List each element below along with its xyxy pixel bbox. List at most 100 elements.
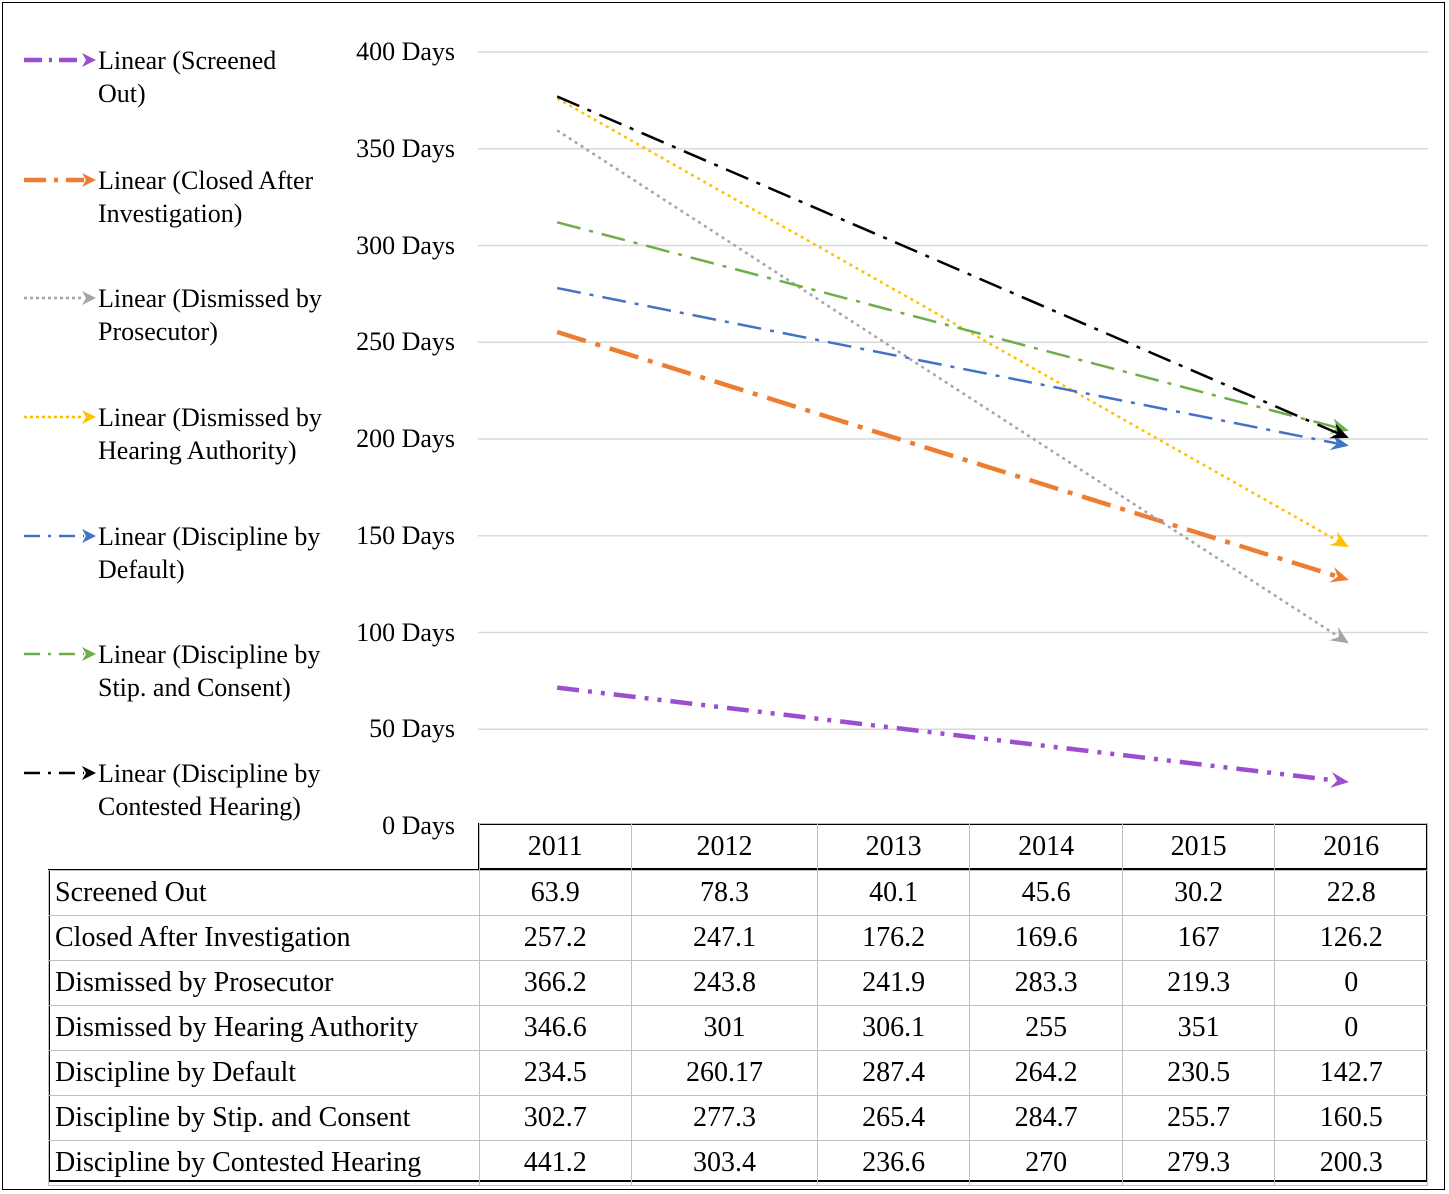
data-cell: 45.6 [969,870,1123,916]
trendline-discipline-by-stip-and-consent [556,221,1338,429]
row-label: Dismissed by Hearing Authority [48,1005,480,1051]
data-cell: 0 [1274,1005,1428,1051]
table-corner [49,824,480,871]
trendline-discipline-by-default [556,286,1338,445]
data-cell: 306.1 [816,1005,971,1051]
legend-label: Linear (Closed After Investigation) [98,166,314,228]
data-cell: 234.5 [478,1050,633,1096]
data-cell: 236.6 [816,1140,971,1186]
arrowhead [1329,531,1349,548]
x-tick-label: 2012 [631,823,818,871]
data-cell: 284.7 [969,1095,1123,1141]
y-tick-label: 150 Days [356,520,455,550]
row-label: Discipline by Default [48,1050,480,1096]
x-tick-label: 2011 [478,823,633,871]
trendline-discipline-by-contested-hearing [556,95,1339,435]
row-label: Closed After Investigation [48,915,480,961]
table-row: Discipline by Default 234.5 260.17 287.4 264… [48,1050,1428,1096]
legend-swatch [24,766,96,780]
legend-swatch [24,291,96,305]
data-cell: 257.2 [478,915,633,961]
data-cell: 301 [631,1005,818,1051]
gridlines [478,51,1428,730]
data-table: 2011 2012 2013 2014 2015 2016 Screened Out 63.9… [48,823,1428,1186]
y-tick-label: 250 Days [356,327,455,357]
y-tick-label: 50 Days [369,714,455,744]
data-cell: 22.8 [1274,870,1428,916]
table-row: Closed After Investigation 257.2 247.1 176.… [48,915,1428,961]
row-label: Discipline by Contested Hearing [48,1140,480,1186]
data-cell: 303.4 [631,1140,818,1186]
data-cell: 279.3 [1121,1140,1276,1186]
data-cell: 346.6 [478,1005,633,1051]
legend-item: Linear (Discipline by Stip. and Consent) [22,638,332,704]
legend-item: Linear (Dismissed by Hearing Authority) [22,401,332,467]
y-tick-label: 100 Days [356,617,455,647]
data-cell: 40.1 [816,870,971,916]
arrowhead [1329,626,1349,644]
y-tick-label: 350 Days [356,133,455,163]
data-cell: 63.9 [478,870,633,916]
x-tick-label: 2015 [1121,823,1276,871]
legend-label: Linear (Discipline by Default) [98,522,321,584]
data-cell: 247.1 [631,915,818,961]
row-label: Dismissed by Prosecutor [48,960,480,1006]
y-tick-label: 400 Days [356,37,455,66]
x-tick-label: 2013 [816,823,971,871]
arrowhead [1329,567,1349,583]
data-cell: 160.5 [1274,1095,1428,1141]
legend-label: Linear (Discipline by Contested Hearing) [98,759,321,821]
trendline-screened-out [556,685,1338,783]
data-cell: 351 [1121,1005,1276,1051]
data-cell: 270 [969,1140,1123,1186]
data-cell: 169.6 [969,915,1123,961]
data-cell: 176.2 [816,915,971,961]
row-label: Discipline by Stip. and Consent [48,1095,480,1141]
trendlines [556,95,1349,788]
data-cell: 126.2 [1274,915,1428,961]
legend-item: Linear (Closed After Investigation) [22,164,332,230]
data-cell: 0 [1274,960,1428,1006]
data-cell: 366.2 [478,960,633,1006]
data-cell: 255 [969,1005,1123,1051]
arrowhead [1330,771,1349,788]
y-tick-label: 200 Days [356,424,455,453]
data-cell: 78.3 [631,870,818,916]
trendline-dismissed-by-prosecutor [556,129,1340,638]
table-row: Discipline by Stip. and Consent 302.7 277.… [48,1095,1428,1141]
x-tick-label: 2014 [969,823,1123,871]
data-cell: 264.2 [969,1050,1123,1096]
legend-label: Linear (Discipline by Stip. and Consent) [98,640,321,702]
data-cell: 167 [1121,915,1276,961]
table-row: Dismissed by Hearing Authority 346.6 301 30… [48,1005,1428,1051]
data-cell: 230.5 [1121,1050,1276,1096]
data-cell: 302.7 [478,1095,633,1141]
data-cell: 241.9 [816,960,971,1006]
data-cell: 30.2 [1121,870,1276,916]
data-cell: 219.3 [1121,960,1276,1006]
y-tick-label: 0 Days [382,811,455,840]
data-cell: 441.2 [478,1140,633,1186]
data-cell: 277.3 [631,1095,818,1141]
data-cell: 265.4 [816,1095,971,1141]
data-cell: 200.3 [1274,1140,1428,1186]
data-cell: 287.4 [816,1050,971,1096]
data-cell: 243.8 [631,960,818,1006]
table-row: Dismissed by Prosecutor 366.2 243.8 241.9 28… [48,960,1428,1006]
arrowhead [1329,418,1349,434]
row-label: Screened Out [48,870,480,916]
arrowhead [1329,434,1349,451]
legend-item: Linear (Discipline by Contested Hearing) [22,757,332,823]
legend-label: Linear (Screened Out) [98,46,277,108]
legend-item: Linear (Dismissed by Prosecutor) [22,282,332,348]
legend-swatch [24,529,96,543]
data-cell: 255.7 [1121,1095,1276,1141]
table-row: Discipline by Contested Hearing 441.2 303.… [48,1140,1428,1186]
trendline-dismissed-by-hearing-authority [556,97,1340,543]
legend-swatch [24,410,96,424]
legend-item: Linear (Screened Out) [22,44,332,110]
legend-swatch [24,173,96,187]
y-tick-label: 300 Days [356,230,455,260]
